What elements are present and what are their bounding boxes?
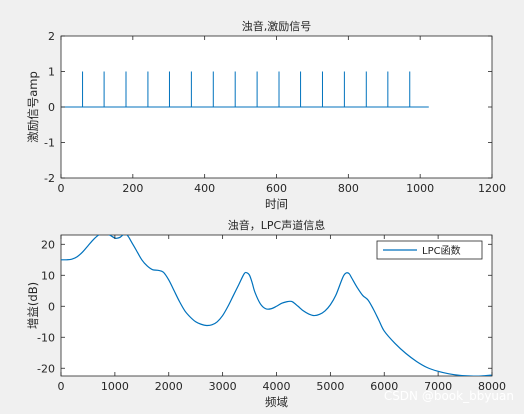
bottom-series-line bbox=[61, 235, 492, 376]
y-tick-label: 0 bbox=[48, 101, 55, 114]
x-tick-label: 1000 bbox=[101, 380, 129, 393]
y-tick-label: 10 bbox=[41, 269, 55, 282]
x-tick-label: 1200 bbox=[478, 182, 506, 195]
top-chart-title: 浊音,激励信号 bbox=[242, 19, 312, 33]
x-tick-label: 600 bbox=[266, 182, 287, 195]
y-tick-label: -1 bbox=[44, 137, 55, 150]
x-tick-label: 0 bbox=[58, 380, 65, 393]
bottom-x-axis-label: 频域 bbox=[265, 395, 288, 409]
x-tick-label: 8000 bbox=[478, 380, 506, 393]
x-tick-label: 7000 bbox=[424, 380, 452, 393]
watermark-text: CSDN @book_bbyuan bbox=[384, 389, 514, 403]
y-tick-label: -2 bbox=[44, 172, 55, 185]
legend-box bbox=[376, 240, 483, 260]
x-tick-label: 6000 bbox=[370, 380, 398, 393]
legend: LPC函数 bbox=[376, 240, 483, 260]
y-tick-label: 2 bbox=[48, 30, 55, 43]
x-tick-label: 1000 bbox=[406, 182, 434, 195]
y-tick-label: 0 bbox=[48, 300, 55, 313]
x-tick-label: 400 bbox=[194, 182, 215, 195]
x-tick-label: 800 bbox=[338, 182, 359, 195]
top-y-axis-label: 激励信号amp bbox=[26, 71, 40, 143]
x-tick-label: 2000 bbox=[155, 380, 183, 393]
x-tick-label: 5000 bbox=[316, 380, 344, 393]
x-tick-label: 200 bbox=[122, 182, 143, 195]
bottom-axes: 0 1000 2000 3000 4000 5000 6000 7000 8000 -20 -10 0… bbox=[26, 218, 506, 409]
y-tick-label: 20 bbox=[41, 238, 55, 251]
lpc-curve bbox=[61, 235, 492, 376]
bottom-chart-title: 浊音，LPC声道信息 bbox=[228, 218, 325, 232]
top-axis-ticks: 0 200 400 600 800 1000 1200 -2 -1 0 1 2 bbox=[44, 30, 506, 195]
bottom-y-axis-label: 增益(dB) bbox=[26, 282, 40, 329]
legend-entry-label: LPC函数 bbox=[422, 244, 461, 257]
top-series-line bbox=[61, 71, 429, 108]
y-tick-label: -20 bbox=[37, 362, 55, 375]
y-tick-label: -10 bbox=[37, 331, 55, 344]
x-tick-label: 0 bbox=[58, 182, 65, 195]
x-tick-label: 3000 bbox=[209, 380, 237, 393]
top-x-axis-label: 时间 bbox=[265, 197, 288, 211]
bottom-axis-ticks: 0 1000 2000 3000 4000 5000 6000 7000 8000 -20 -10 0… bbox=[37, 235, 506, 393]
x-tick-label: 4000 bbox=[263, 380, 291, 393]
y-tick-label: 1 bbox=[48, 66, 55, 79]
